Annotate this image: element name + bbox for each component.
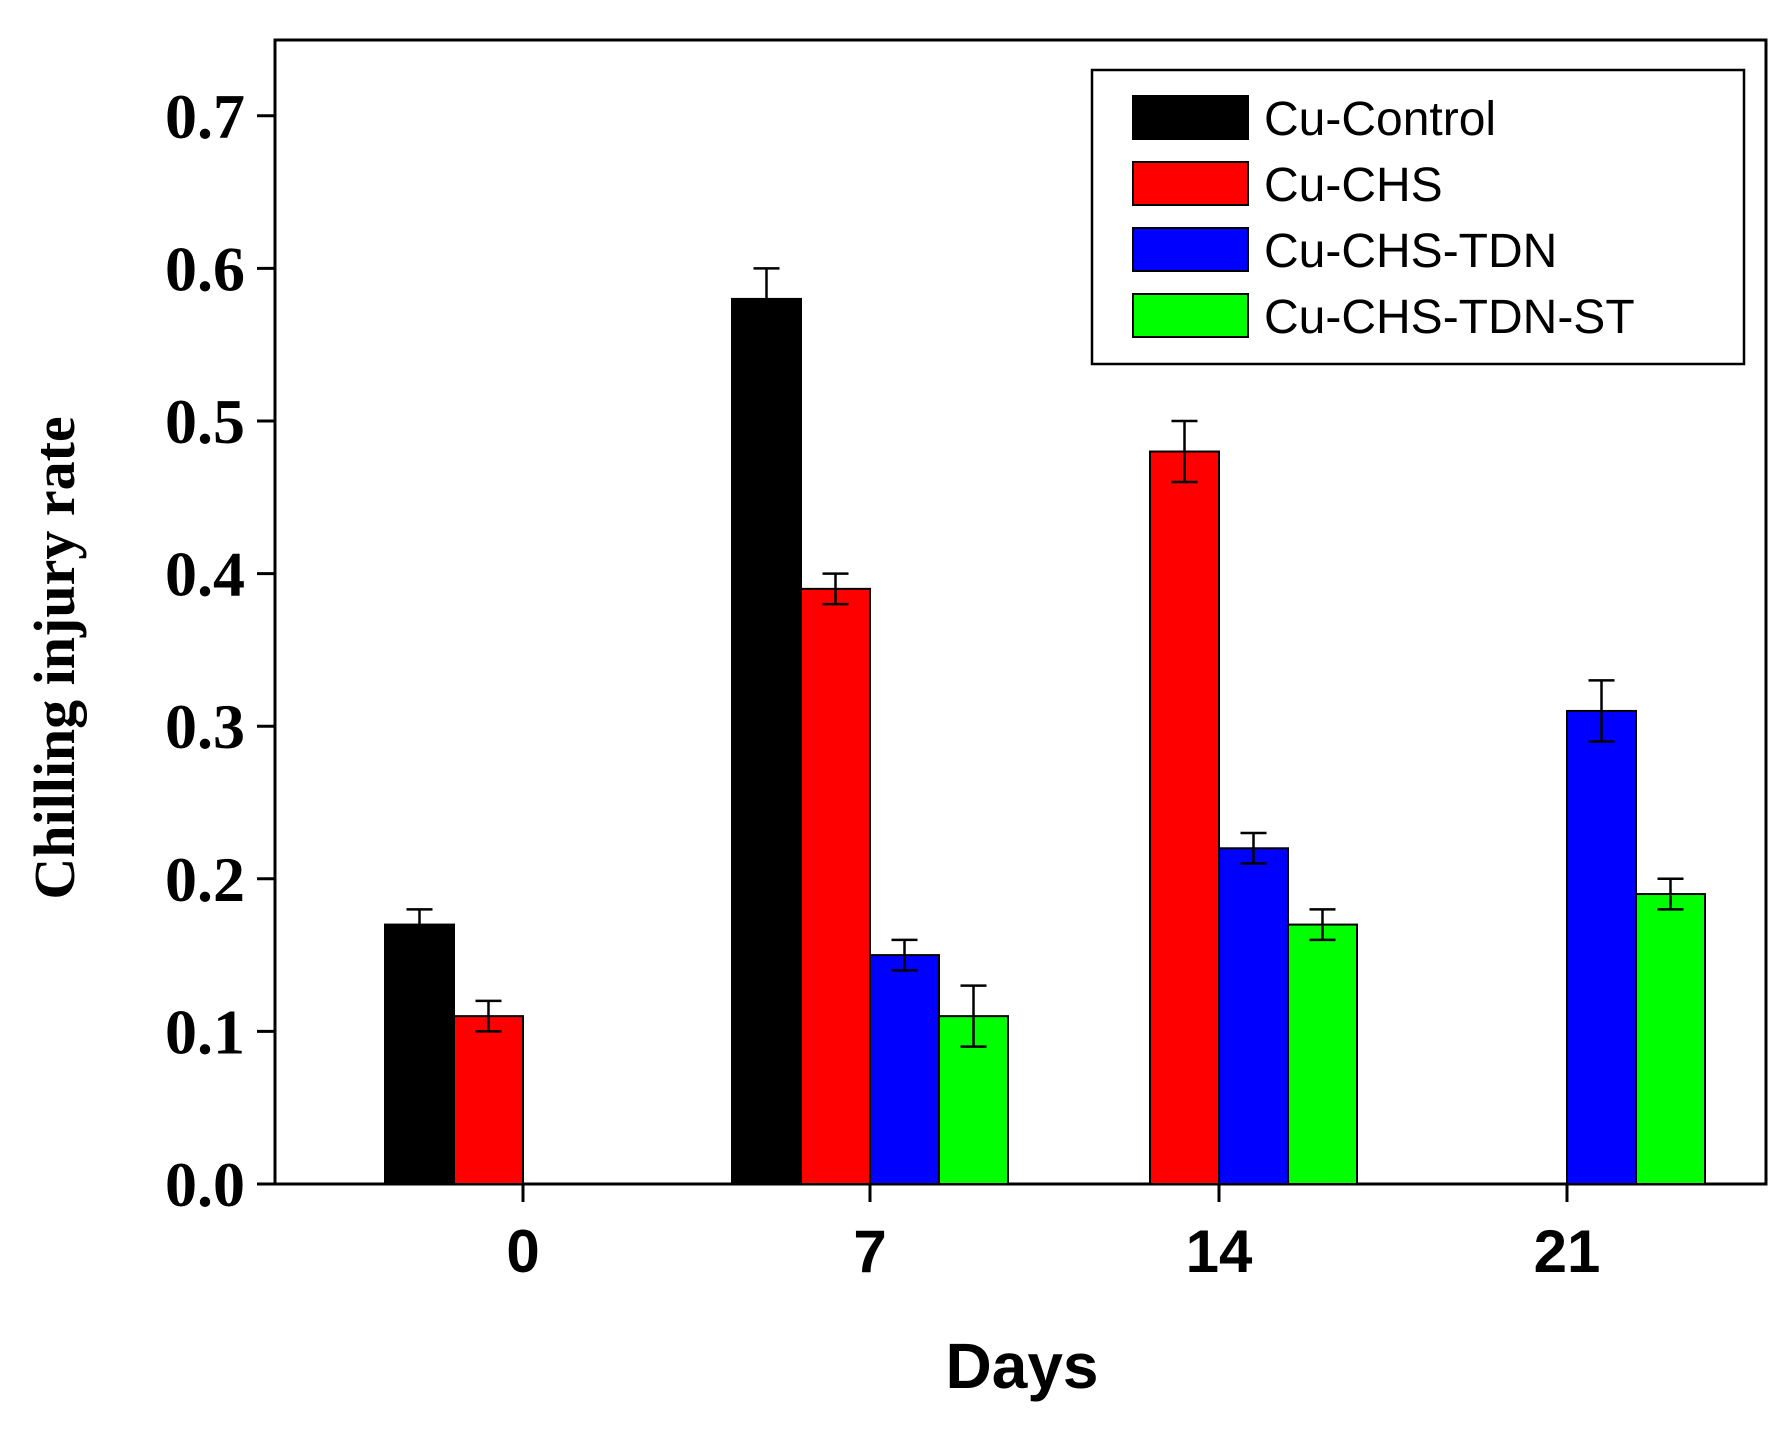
bar bbox=[869, 954, 940, 1185]
x-tick-label: 7 bbox=[853, 1218, 886, 1285]
y-tick-label: 0.5 bbox=[165, 386, 245, 457]
bar bbox=[1566, 709, 1637, 1185]
bar bbox=[453, 1015, 524, 1186]
y-tick-label: 0.7 bbox=[165, 81, 245, 152]
bar bbox=[1635, 893, 1706, 1185]
error-bars-layer bbox=[406, 267, 1684, 1048]
x-tick-label: 21 bbox=[1534, 1218, 1601, 1285]
legend: Cu-Control Cu-CHS Cu-CHS-TDN Cu-CHS-TDN-… bbox=[1090, 68, 1746, 366]
y-axis-ticks: 0.0 0.1 0.2 0.3 0.4 0.5 0.6 0.7 bbox=[165, 81, 275, 1220]
bar bbox=[1218, 847, 1289, 1186]
legend-swatch-cu-chs bbox=[1132, 161, 1249, 206]
x-axis-ticks: 0 7 14 21 bbox=[506, 1184, 1600, 1285]
x-axis-label: Days bbox=[946, 1330, 1099, 1402]
bar bbox=[1149, 450, 1220, 1185]
legend-swatch-cu-control bbox=[1132, 95, 1249, 140]
y-tick-label: 0.3 bbox=[165, 691, 245, 762]
plot-frame bbox=[273, 38, 1768, 1186]
bar bbox=[1287, 923, 1358, 1186]
legend-swatch-cu-chs-tdn bbox=[1132, 227, 1249, 272]
legend-label-cu-control: Cu-Control bbox=[1264, 93, 1496, 146]
legend-label-cu-chs-tdn: Cu-CHS-TDN bbox=[1264, 225, 1557, 278]
y-axis-label: Chilling injury rate bbox=[22, 416, 87, 899]
y-tick-label: 0.0 bbox=[165, 1149, 245, 1220]
bar bbox=[384, 923, 455, 1186]
x-tick-label: 0 bbox=[506, 1218, 539, 1285]
y-tick-label: 0.4 bbox=[165, 539, 245, 610]
legend-label-cu-chs: Cu-CHS bbox=[1264, 159, 1443, 212]
legend-swatch-cu-chs-tdn-st bbox=[1132, 293, 1249, 338]
bar bbox=[800, 587, 871, 1185]
legend-label-cu-chs-tdn-st: Cu-CHS-TDN-ST bbox=[1264, 291, 1635, 344]
bar bbox=[731, 297, 802, 1186]
y-tick-label: 0.6 bbox=[165, 233, 245, 304]
y-tick-label: 0.1 bbox=[165, 996, 245, 1067]
x-tick-label: 14 bbox=[1186, 1218, 1253, 1285]
bars-layer bbox=[384, 297, 1706, 1186]
y-tick-label: 0.2 bbox=[165, 844, 245, 915]
